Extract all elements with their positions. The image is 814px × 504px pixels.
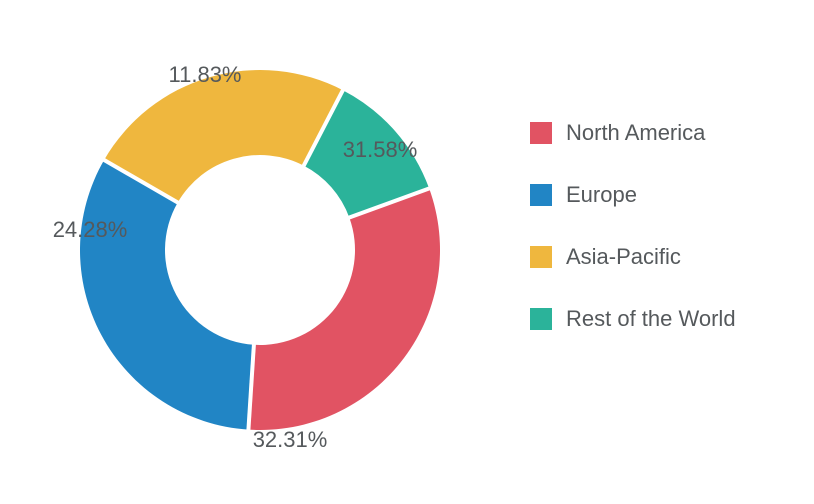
legend-swatch	[530, 246, 552, 268]
legend-label: North America	[566, 120, 705, 146]
slice-label: 32.31%	[253, 427, 328, 453]
legend-item: Asia-Pacific	[530, 244, 736, 270]
legend-swatch	[530, 308, 552, 330]
donut-chart: North America Europe Asia-Pacific Rest o…	[0, 0, 814, 504]
slice-label: 31.58%	[343, 137, 418, 163]
slice-label: 11.83%	[169, 62, 242, 88]
legend-swatch	[530, 122, 552, 144]
donut-graphic	[50, 40, 470, 460]
legend-item: Rest of the World	[530, 306, 736, 332]
legend-swatch	[530, 184, 552, 206]
slice-label: 24.28%	[53, 217, 128, 243]
legend-label: Europe	[566, 182, 637, 208]
legend-item: North America	[530, 120, 736, 146]
legend-label: Asia-Pacific	[566, 244, 681, 270]
legend-label: Rest of the World	[566, 306, 736, 332]
legend: North America Europe Asia-Pacific Rest o…	[530, 120, 736, 368]
legend-item: Europe	[530, 182, 736, 208]
